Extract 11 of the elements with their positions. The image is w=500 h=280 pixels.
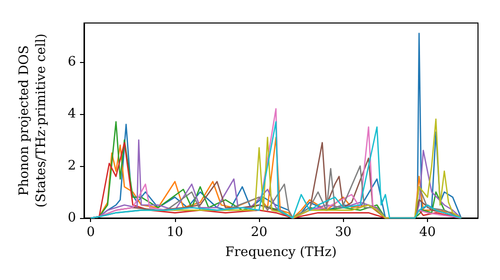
x-tick-label: 10 [166, 225, 184, 240]
y-axis-title: Phonon projected DOS (States/THz·primitive cell) [17, 33, 49, 208]
x-axis-title: Frequency (THz) [225, 244, 337, 260]
y-tick-label: 0 [68, 210, 76, 226]
x-tick-label: 30 [335, 225, 352, 240]
y-tick-label: 4 [68, 106, 76, 122]
x-tick-label: 40 [419, 225, 436, 240]
y-tick-label: 6 [68, 54, 76, 70]
x-tick-label: 20 [250, 225, 268, 240]
x-tick-label: 0 [86, 225, 95, 240]
y-tick-label: 2 [68, 158, 76, 174]
